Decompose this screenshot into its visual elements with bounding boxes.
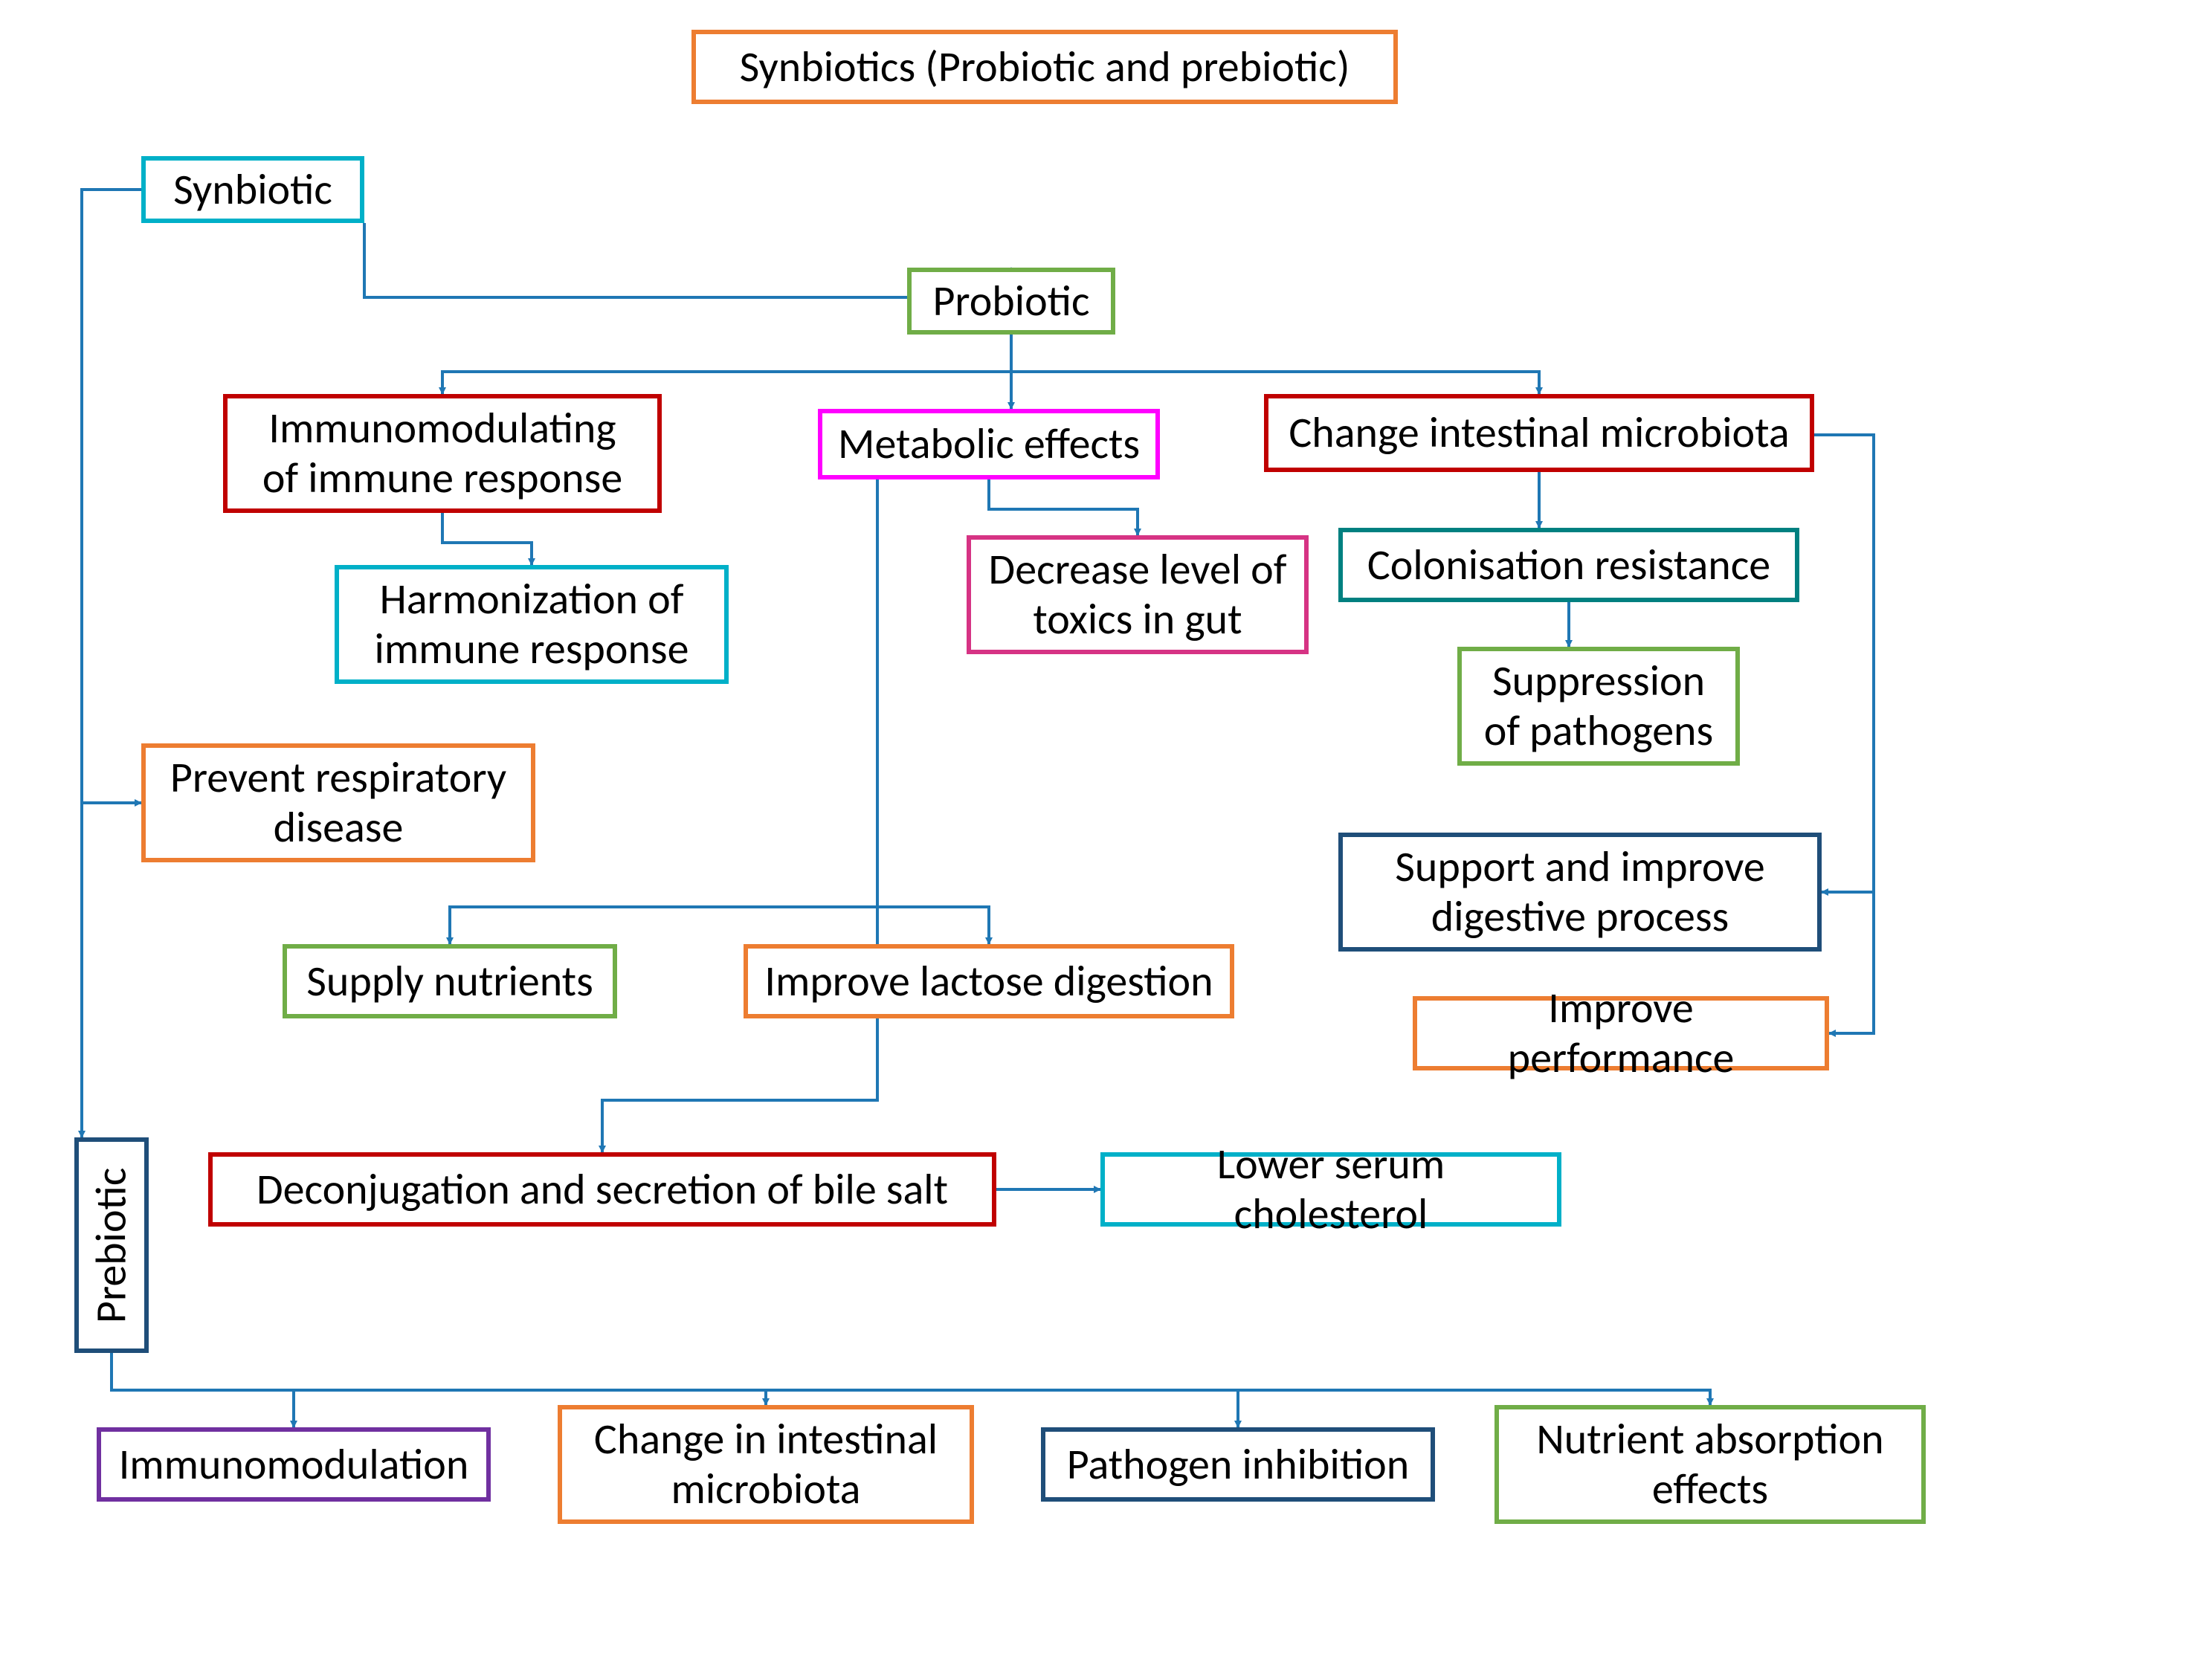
edge [112, 1353, 294, 1427]
node-immuno_mod: Immunomodulating of immune response [223, 394, 662, 513]
node-pathogen_inh: Pathogen inhibition [1041, 1427, 1435, 1502]
node-synbiotic: Synbiotic [141, 156, 364, 223]
edge [1011, 335, 1539, 394]
node-bile: Deconjugation and secretion of bile salt [208, 1152, 996, 1227]
node-title: Synbiotics (Probiotic and prebiotic) [691, 30, 1398, 104]
edge [1829, 892, 1874, 1033]
edge [1814, 435, 1874, 892]
edge [82, 190, 141, 743]
edge [112, 1390, 1710, 1405]
node-suppression: Suppression of pathogens [1457, 647, 1740, 766]
node-colonisation: Colonisation resistance [1338, 528, 1799, 602]
node-toxics: Decrease level of toxics in gut [967, 535, 1309, 654]
node-probiotic: Probiotic [907, 268, 1115, 335]
node-change_micro2: Change in intestinal microbiota [558, 1405, 974, 1524]
node-lactose: Improve lactose digestion [744, 944, 1234, 1018]
edge [989, 479, 1138, 535]
node-change_micro: Change intestinal microbiota [1264, 394, 1814, 472]
node-nutrient_abs: Nutrient absorption effects [1494, 1405, 1926, 1524]
node-metabolic: Metabolic effects [818, 409, 1160, 479]
edge [442, 513, 532, 565]
node-supply_nut: Supply nutrients [283, 944, 617, 1018]
edge [112, 1390, 766, 1405]
node-prevent_resp: Prevent respiratory disease [141, 743, 535, 862]
edge [450, 479, 877, 944]
node-cholesterol: Lower serum cholesterol [1100, 1152, 1561, 1227]
node-prebiotic: Prebiotic [74, 1137, 149, 1353]
node-performance: Improve performance [1413, 996, 1829, 1070]
node-digestive: Support and improve digestive process [1338, 833, 1822, 952]
node-immunomod2: Immunomodulation [97, 1427, 491, 1502]
edge [442, 335, 1011, 394]
edge [82, 743, 141, 803]
node-harmonize: Harmonization of immune response [335, 565, 729, 684]
